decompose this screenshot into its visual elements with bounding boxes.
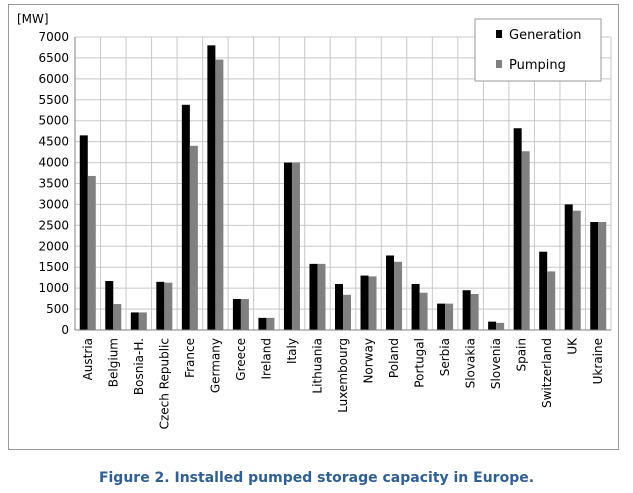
legend-label-pumping: Pumping: [509, 58, 566, 73]
bar-generation: [437, 303, 446, 330]
bar-generation: [309, 263, 318, 330]
y-tick-label: 4500: [38, 135, 69, 149]
bar-generation: [283, 162, 292, 330]
x-tick-label: Austria: [81, 338, 95, 380]
bar-generation: [232, 299, 241, 330]
x-tick-label: Norway: [362, 338, 376, 384]
legend-label-generation: Generation: [509, 28, 582, 43]
y-tick-label: 2500: [38, 218, 69, 232]
bar-pumping: [343, 294, 351, 330]
x-tick-label: Ireland: [259, 338, 273, 380]
y-tick-label: 1000: [38, 281, 69, 295]
bar-pumping: [138, 312, 147, 330]
bar-pumping: [291, 162, 300, 330]
bar-pumping: [470, 294, 479, 330]
x-tick-label: Ukraine: [591, 338, 605, 384]
bar-generation: [156, 281, 165, 330]
bar-pumping: [598, 222, 607, 330]
bar-pumping: [164, 282, 173, 330]
bar-pumping: [87, 175, 96, 330]
x-tick-label: Czech Republic: [157, 338, 171, 429]
axes: 0 500 1000 1500 2000 2500 3000 3500 4000 4500 5000…: [38, 30, 611, 429]
bar-generation: [590, 222, 599, 330]
bar-chart: 0 500 1000 1500 2000 2500 3000 3500 4000 4500 5000…: [17, 12, 612, 429]
bar-pumping: [496, 322, 505, 330]
bars: [79, 45, 607, 331]
y-tick-label: 1500: [38, 260, 69, 274]
y-tick-label: 2000: [38, 239, 69, 253]
bar-generation: [130, 312, 139, 330]
legend-swatch-pumping: [496, 60, 502, 68]
y-tick-label: 0: [61, 323, 69, 337]
figure-caption: Figure 2. Installed pumped storage capac…: [98, 470, 535, 486]
x-tick-label: Poland: [387, 338, 401, 378]
bar-pumping: [266, 317, 275, 330]
x-tick-label: Switzerland: [540, 338, 554, 408]
bar-generation: [539, 251, 548, 330]
bar-generation: [386, 255, 395, 330]
x-tick-label: Serbia: [438, 338, 452, 376]
chart-frame: 0 500 1000 1500 2000 2500 3000 3500 4000 4500 5000…: [8, 4, 619, 450]
bar-generation: [79, 135, 88, 330]
y-tick-label: 5500: [38, 93, 69, 107]
x-tick-label: Spain: [515, 338, 529, 372]
x-tick-label: UK: [566, 337, 580, 355]
bar-generation: [181, 104, 190, 331]
bar-pumping: [189, 145, 198, 330]
y-tick-label: 4000: [38, 156, 69, 170]
bar-pumping: [572, 210, 581, 330]
legend: Generation Pumping: [474, 18, 602, 82]
bar-pumping: [113, 304, 122, 330]
x-tick-label: Italy: [285, 338, 299, 364]
y-tick-label: 6000: [38, 72, 69, 86]
y-tick-label: 3000: [38, 197, 69, 211]
y-tick-label: 5000: [38, 114, 69, 128]
y-tick-label: 6500: [38, 51, 69, 65]
bar-generation: [462, 290, 471, 330]
bar-pumping: [368, 276, 377, 330]
bar-generation: [488, 321, 497, 330]
bar-pumping: [215, 59, 224, 331]
bar-pumping: [240, 299, 249, 330]
x-tick-label: France: [183, 338, 197, 378]
y-tick-label: 3500: [38, 177, 69, 191]
x-tick-label: Luxembourg: [336, 338, 350, 413]
bar-pumping: [521, 151, 530, 330]
y-axis-unit-label: [MW]: [17, 12, 49, 26]
x-tick-label: Lithuania: [310, 338, 324, 394]
bar-pumping: [547, 271, 556, 330]
x-tick-label: Portugal: [413, 338, 427, 388]
bar-generation: [564, 204, 573, 330]
bar-generation: [207, 45, 216, 330]
legend-frame: [474, 18, 602, 82]
bar-generation: [258, 317, 267, 330]
bar-pumping: [445, 303, 454, 330]
bar-pumping: [394, 261, 403, 330]
legend-swatch-generation: [496, 30, 502, 38]
x-tick-label: Belgium: [106, 338, 120, 387]
x-tick-label: Slovenia: [489, 338, 503, 389]
x-tick-label: Germany: [208, 338, 222, 393]
bar-generation: [105, 281, 114, 330]
y-tick-label: 7000: [38, 30, 69, 44]
x-tick-label: Greece: [234, 338, 248, 381]
x-tick-label: Bosnia-H.: [132, 338, 146, 395]
x-tick-label: Slovakia: [464, 338, 478, 388]
bar-generation: [513, 128, 522, 330]
y-tick-label: 500: [46, 302, 69, 316]
bar-pumping: [317, 263, 326, 330]
bar-generation: [411, 283, 420, 330]
bar-pumping: [419, 292, 428, 330]
bar-generation: [335, 283, 343, 330]
bar-generation: [360, 275, 369, 330]
